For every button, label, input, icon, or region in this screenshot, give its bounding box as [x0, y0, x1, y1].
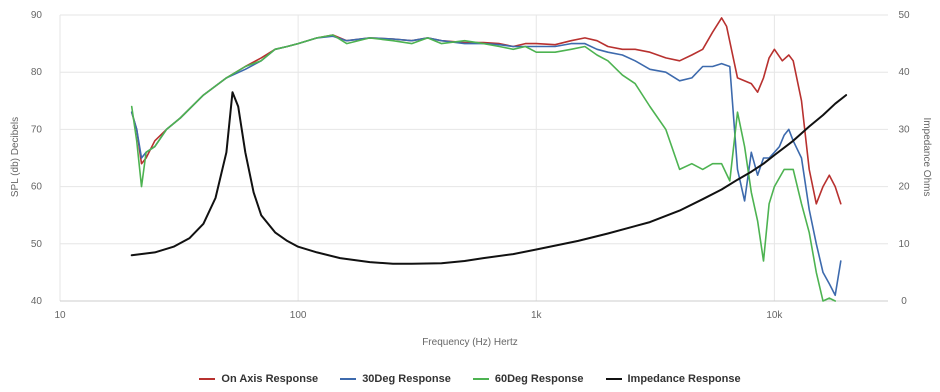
y-tick-label: 70 [31, 124, 43, 135]
x-tick-label: 10 [54, 310, 66, 321]
legend-swatch [340, 378, 357, 380]
x-tick-label: 100 [290, 310, 307, 321]
y2-tick-label: 20 [898, 182, 910, 193]
y-tick-label: 40 [31, 296, 43, 307]
y2-tick-label: 10 [898, 239, 910, 250]
legend-label: Impedance Response [627, 373, 741, 385]
y-tick-label: 90 [31, 10, 43, 21]
y2-tick-label: 50 [898, 10, 910, 21]
legend-swatch [605, 378, 622, 380]
legend-label: 30Deg Response [362, 373, 451, 385]
legend-item-on-axis-response[interactable]: On Axis Response [199, 373, 318, 385]
series-line-on-axis-response [130, 17, 842, 205]
series-line-impedance-response [130, 91, 848, 265]
x-axis-title: Frequency (Hz) Hertz [422, 337, 518, 348]
frequency-response-chart: 40 50 60 70 80 90 0 10 20 30 40 50 10 100 1k 10k Freque… [10, 10, 932, 348]
series-line-30deg-response [130, 35, 842, 297]
legend-label: 60Deg Response [494, 373, 584, 385]
legend-item-60deg-response[interactable]: 60Deg Response [472, 373, 584, 385]
series-line-60deg-response [130, 34, 836, 302]
legend-item-30deg-response[interactable]: 30Deg Response [340, 373, 451, 385]
legend-label: On Axis Response [221, 373, 319, 385]
x-tick-label: 10k [766, 310, 783, 321]
y2-tick-label: 0 [901, 296, 907, 307]
legend: On Axis Response 30Deg Response 60Deg Resp… [0, 368, 940, 390]
legend-swatch [472, 378, 489, 380]
y2-tick-label: 30 [898, 124, 910, 135]
legend-swatch [199, 378, 216, 380]
grid [59, 14, 888, 302]
y-axis-title: SPL (db) Decibels [10, 117, 21, 197]
tick-labels: 40 50 60 70 80 90 0 10 20 30 40 50 10 100 1k 10k [31, 10, 910, 321]
y-tick-label: 50 [31, 239, 43, 250]
legend-item-impedance-response[interactable]: Impedance Response [605, 373, 741, 385]
y-tick-label: 80 [31, 67, 43, 78]
y-tick-label: 60 [31, 182, 43, 193]
series-lines [130, 17, 848, 302]
x-tick-label: 1k [531, 310, 543, 321]
y2-tick-label: 40 [898, 67, 910, 78]
y2-axis-title: Impedance Ohms [921, 118, 932, 197]
